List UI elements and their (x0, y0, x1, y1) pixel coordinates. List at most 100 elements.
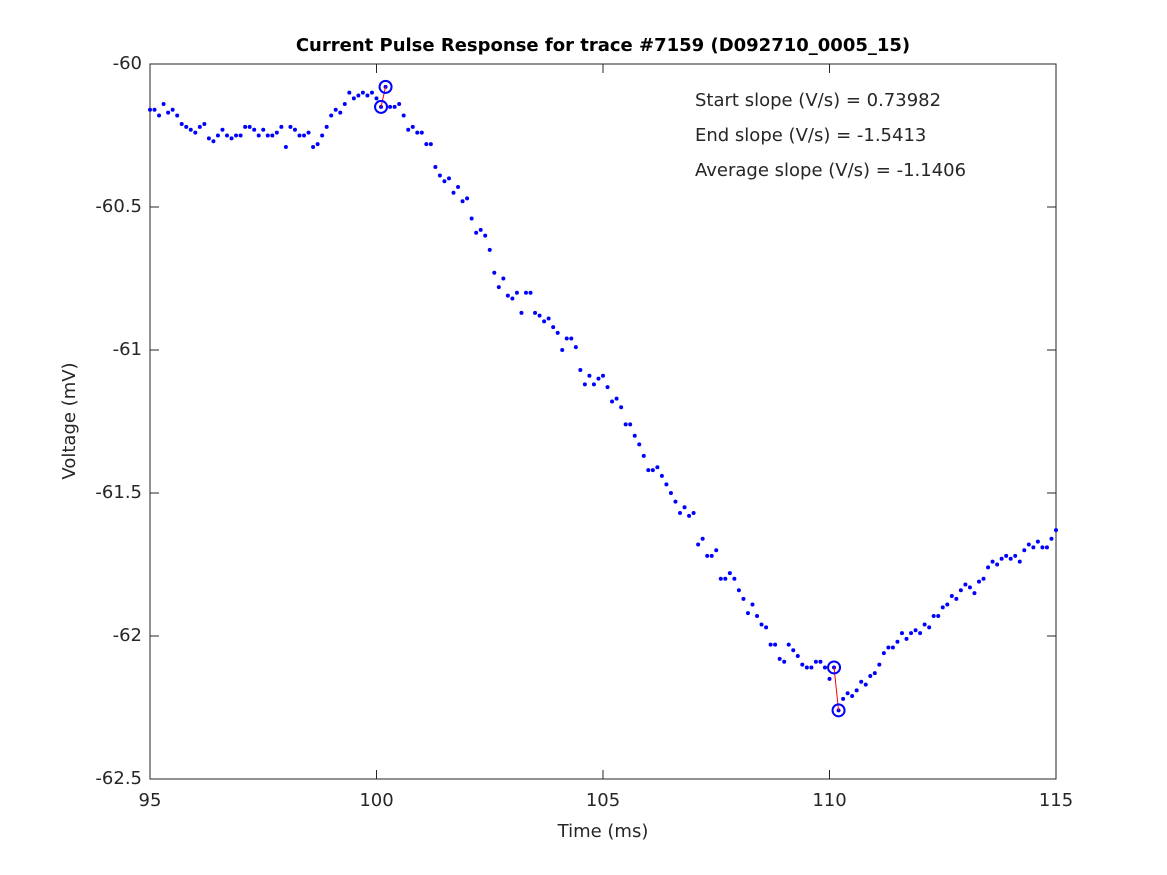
data-point (374, 96, 379, 101)
data-point (365, 93, 370, 98)
data-point (483, 233, 488, 238)
x-tick-label: 110 (812, 790, 846, 811)
data-point (668, 491, 673, 495)
data-point (895, 639, 900, 644)
data-point (768, 642, 773, 647)
data-point (487, 247, 492, 252)
data-point (1026, 542, 1031, 547)
data-point (342, 102, 347, 107)
data-point (401, 113, 406, 118)
data-point (569, 336, 574, 341)
data-point (972, 591, 977, 596)
data-point (954, 596, 959, 601)
data-point (1035, 539, 1040, 544)
data-point (732, 576, 737, 581)
data-point (274, 130, 279, 135)
data-point (764, 625, 769, 630)
data-point (537, 313, 542, 318)
data-point (1008, 556, 1013, 561)
data-point (333, 107, 338, 112)
data-point (886, 645, 891, 650)
data-point (641, 453, 646, 458)
data-point (927, 625, 932, 630)
data-point (745, 611, 750, 616)
data-point (306, 130, 311, 135)
data-point (646, 468, 651, 473)
data-point (614, 396, 619, 401)
data-point (700, 536, 705, 541)
data-point (433, 164, 438, 169)
data-point (813, 659, 818, 664)
data-point (750, 602, 755, 607)
data-point (659, 473, 664, 478)
data-point (818, 659, 823, 664)
data-point (918, 631, 923, 636)
data-point (759, 622, 764, 627)
data-point (881, 651, 886, 656)
data-point (329, 113, 334, 118)
data-point (514, 290, 519, 295)
data-point (755, 613, 760, 618)
x-tick-label: 95 (139, 790, 162, 811)
data-point (863, 682, 868, 687)
data-point (949, 593, 954, 598)
data-point (474, 230, 479, 235)
data-point (909, 631, 914, 636)
data-point (655, 465, 660, 470)
data-point (678, 511, 683, 516)
data-point (573, 345, 578, 350)
data-point (795, 654, 800, 659)
data-point (850, 694, 855, 699)
data-point (360, 90, 365, 95)
y-tick-label: -60.5 (95, 196, 142, 217)
data-point (270, 133, 275, 138)
data-point (804, 665, 809, 670)
data-point (628, 422, 633, 427)
data-point (388, 104, 393, 109)
data-point (220, 127, 225, 132)
data-point (492, 270, 497, 275)
data-point (351, 96, 356, 101)
data-point (292, 127, 297, 132)
data-point (279, 124, 284, 129)
data-point (1054, 528, 1058, 533)
data-point (1013, 553, 1018, 558)
data-point (619, 405, 624, 410)
x-axis-label: Time (ms) (557, 821, 649, 842)
data-point (252, 127, 257, 132)
data-point (243, 124, 248, 129)
data-point (723, 576, 728, 581)
data-point (999, 556, 1004, 561)
data-point (859, 679, 864, 684)
x-tick-label: 105 (586, 790, 620, 811)
data-point (456, 184, 461, 189)
data-point (157, 113, 162, 118)
fit-line (380, 86, 387, 108)
data-point (637, 442, 642, 447)
data-point (958, 588, 963, 593)
fit-marker (378, 79, 393, 94)
data-point (976, 579, 981, 584)
data-point (446, 176, 451, 181)
data-point (347, 90, 352, 95)
data-point (741, 596, 746, 601)
data-point (428, 142, 433, 147)
data-point (922, 622, 927, 627)
data-point (936, 613, 941, 618)
annotation: End slope (V/s) = -1.5413 (695, 125, 926, 146)
data-point (324, 124, 329, 129)
data-point (297, 133, 302, 138)
data-point (369, 90, 374, 95)
data-point (564, 336, 569, 341)
fit-marker (374, 99, 389, 114)
data-point (338, 110, 343, 115)
data-point (868, 674, 873, 679)
data-point (718, 576, 723, 581)
fit-marker (827, 660, 842, 675)
data-point (1004, 553, 1009, 558)
data-point (854, 688, 859, 693)
data-point (560, 348, 565, 352)
data-point (247, 124, 252, 129)
data-point (469, 216, 474, 221)
y-tick-label: -60 (113, 53, 142, 74)
